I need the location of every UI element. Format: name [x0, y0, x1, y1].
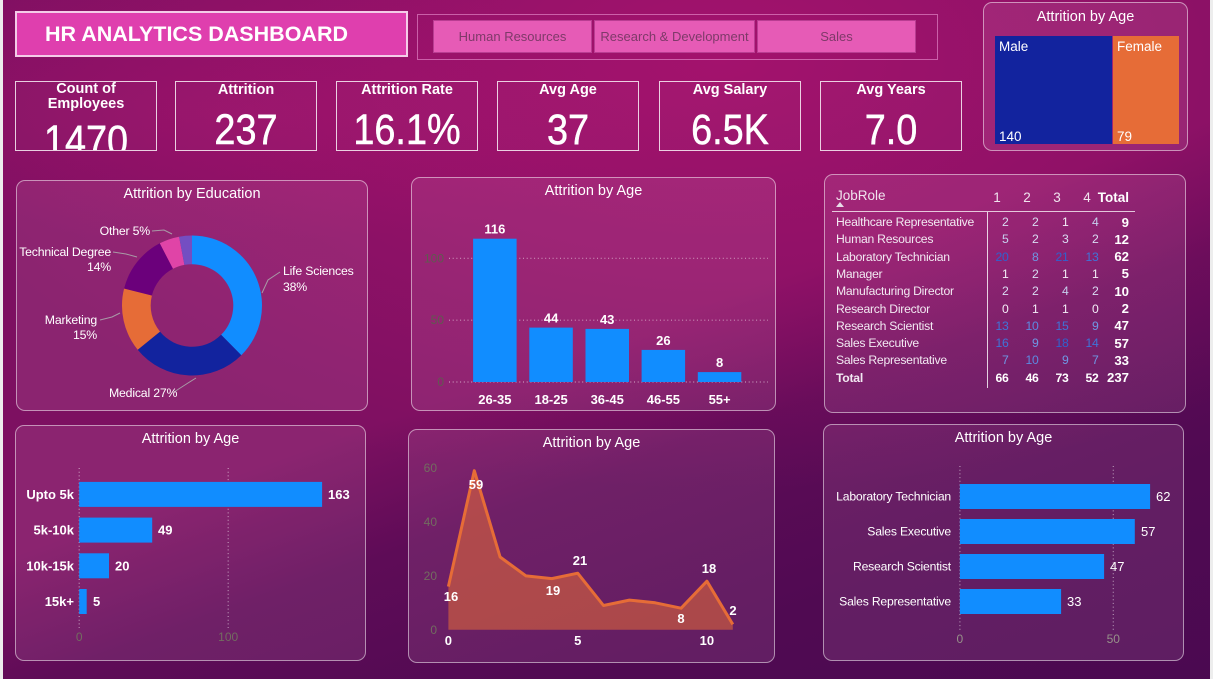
svg-text:Marketing: Marketing	[45, 313, 98, 327]
svg-text:0: 0	[445, 633, 452, 648]
svg-text:36-45: 36-45	[591, 392, 624, 407]
svg-text:26-35: 26-35	[478, 392, 511, 407]
svg-text:0: 0	[76, 630, 83, 644]
svg-text:33: 33	[1067, 594, 1081, 609]
svg-text:55+: 55+	[709, 392, 731, 407]
svg-text:49: 49	[158, 523, 172, 538]
svg-text:10k-15k: 10k-15k	[26, 558, 74, 573]
svg-text:Other 5%: Other 5%	[100, 224, 151, 238]
svg-text:Research Scientist: Research Scientist	[853, 560, 952, 574]
svg-text:21: 21	[573, 553, 587, 568]
svg-text:116: 116	[484, 222, 505, 237]
svg-text:18-25: 18-25	[534, 392, 567, 407]
svg-text:20: 20	[115, 558, 129, 573]
svg-text:15k+: 15k+	[45, 594, 75, 609]
svg-text:43: 43	[600, 312, 614, 327]
svg-text:Upto 5k: Upto 5k	[26, 487, 74, 502]
svg-text:100: 100	[424, 251, 444, 265]
svg-text:Medical 27%: Medical 27%	[109, 386, 177, 400]
svg-text:163: 163	[328, 487, 350, 502]
svg-text:38%: 38%	[283, 280, 307, 294]
svg-text:57: 57	[1141, 524, 1155, 539]
svg-text:Sales Representative: Sales Representative	[839, 595, 951, 609]
svg-text:40: 40	[424, 515, 438, 529]
svg-text:26: 26	[656, 333, 670, 348]
svg-text:5k-10k: 5k-10k	[34, 523, 75, 538]
svg-text:2: 2	[729, 603, 736, 618]
svg-text:8: 8	[677, 611, 684, 626]
svg-text:44: 44	[544, 311, 559, 326]
svg-text:10: 10	[700, 633, 714, 648]
svg-text:50: 50	[431, 313, 445, 327]
svg-text:Technical Degree: Technical Degree	[19, 245, 111, 259]
svg-text:59: 59	[469, 477, 483, 492]
svg-text:62: 62	[1156, 489, 1170, 504]
svg-text:14%: 14%	[87, 260, 111, 274]
svg-text:Sales Executive: Sales Executive	[867, 525, 951, 539]
svg-text:8: 8	[716, 355, 723, 370]
svg-text:60: 60	[424, 461, 438, 475]
svg-text:0: 0	[430, 623, 437, 637]
svg-text:46-55: 46-55	[647, 392, 680, 407]
svg-text:47: 47	[1110, 559, 1124, 574]
svg-text:5: 5	[93, 594, 100, 609]
svg-text:0: 0	[437, 375, 444, 389]
svg-text:Laboratory Technician: Laboratory Technician	[836, 490, 951, 504]
svg-text:18: 18	[702, 561, 716, 576]
svg-text:20: 20	[424, 569, 438, 583]
svg-text:100: 100	[218, 630, 238, 644]
svg-text:16: 16	[444, 589, 458, 604]
svg-text:5: 5	[574, 633, 581, 648]
svg-text:Life Sciences: Life Sciences	[283, 264, 354, 278]
svg-text:15%: 15%	[73, 328, 97, 342]
svg-text:0: 0	[957, 632, 964, 646]
svg-text:19: 19	[546, 583, 560, 598]
svg-text:50: 50	[1107, 632, 1121, 646]
